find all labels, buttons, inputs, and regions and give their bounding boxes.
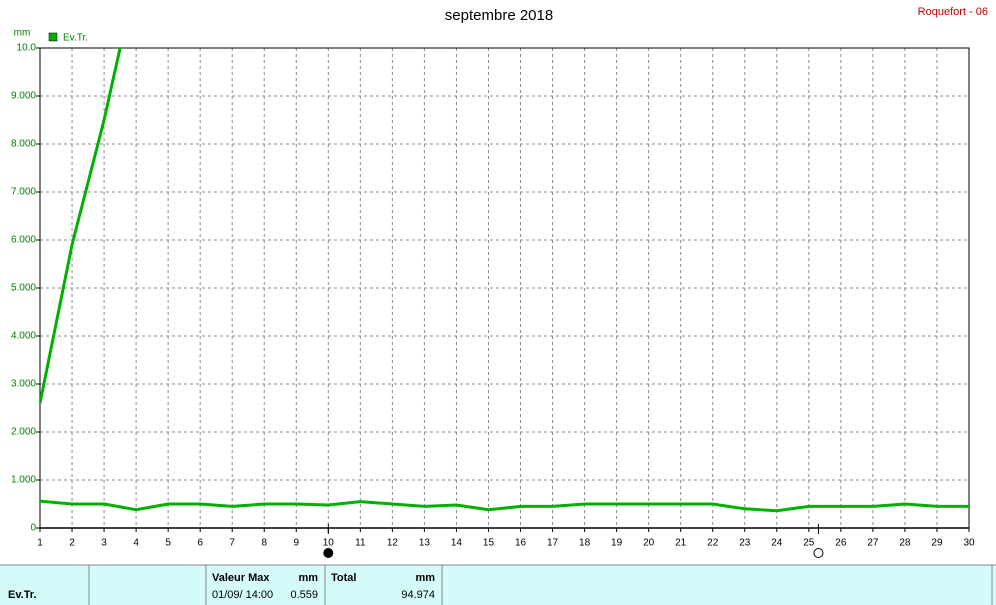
x-tick-label: 12 <box>387 538 399 549</box>
table-background <box>0 565 996 605</box>
y-tick-label: 5.000 <box>11 283 36 294</box>
x-tick-label: 22 <box>707 538 719 549</box>
max-value: 0.559 <box>290 589 318 601</box>
x-tick-label: 25 <box>803 538 815 549</box>
x-tick-label: 1 <box>37 538 43 549</box>
y-tick-label: 6.000 <box>11 235 36 246</box>
moon-marker <box>323 548 334 558</box>
max-header: Valeur Max <box>212 572 270 584</box>
chart-title: septembre 2018 <box>445 7 553 24</box>
x-tick-label: 4 <box>133 538 139 549</box>
plot-area <box>40 48 969 513</box>
x-tick-label: 11 <box>355 538 366 549</box>
y-tick-label: 1.000 <box>11 475 36 486</box>
x-tick-label: 20 <box>643 538 655 549</box>
x-tick-label: 19 <box>611 538 623 549</box>
y-unit: mm <box>14 28 31 39</box>
x-tick-label: 30 <box>963 538 975 549</box>
x-tick-label: 8 <box>261 538 267 549</box>
x-tick-label: 7 <box>229 538 235 549</box>
x-tick-label: 23 <box>739 538 751 549</box>
x-tick-label: 2 <box>69 538 75 549</box>
legend-swatch <box>48 32 58 42</box>
x-tick-label: 15 <box>483 538 495 549</box>
series-line <box>40 499 969 513</box>
y-tick-label: 3.000 <box>11 379 36 390</box>
x-tick-label: 3 <box>101 538 107 549</box>
series-line <box>40 48 122 404</box>
x-tick-label: 14 <box>451 538 463 549</box>
total-unit: mm <box>415 572 435 584</box>
x-tick-label: 24 <box>771 538 783 549</box>
y-tick-label: 0 <box>30 523 36 534</box>
x-tick-label: 5 <box>165 538 171 549</box>
x-tick-label: 13 <box>419 538 431 549</box>
x-tick-label: 10 <box>323 538 335 549</box>
table-label: Ev.Tr. <box>8 589 37 601</box>
max-date: 01/09/ 14:00 <box>212 589 273 601</box>
total-header: Total <box>331 572 356 584</box>
x-tick-label: 18 <box>579 538 591 549</box>
y-tick-label: 8.000 <box>11 139 36 150</box>
x-tick-label: 29 <box>931 538 943 549</box>
total-value: 94.974 <box>401 589 435 601</box>
x-tick-label: 28 <box>899 538 911 549</box>
y-tick-label: 4.000 <box>11 331 36 342</box>
max-unit: mm <box>298 572 318 584</box>
x-tick-label: 26 <box>835 538 847 549</box>
x-tick-label: 6 <box>197 538 203 549</box>
x-tick-label: 27 <box>867 538 879 549</box>
moon-marker <box>813 548 824 558</box>
y-tick-label: 10.0 <box>17 43 37 54</box>
x-tick-label: 21 <box>675 538 687 549</box>
legend-label: Ev.Tr. <box>63 33 88 44</box>
y-tick-label: 7.000 <box>11 187 36 198</box>
x-tick-label: 9 <box>293 538 299 549</box>
x-tick-label: 17 <box>547 538 559 549</box>
y-tick-label: 2.000 <box>11 427 36 438</box>
y-tick-label: 9.000 <box>11 91 36 102</box>
station-name: Roquefort - 06 <box>918 6 988 18</box>
table-borders <box>0 564 996 605</box>
x-tick-label: 16 <box>515 538 527 549</box>
